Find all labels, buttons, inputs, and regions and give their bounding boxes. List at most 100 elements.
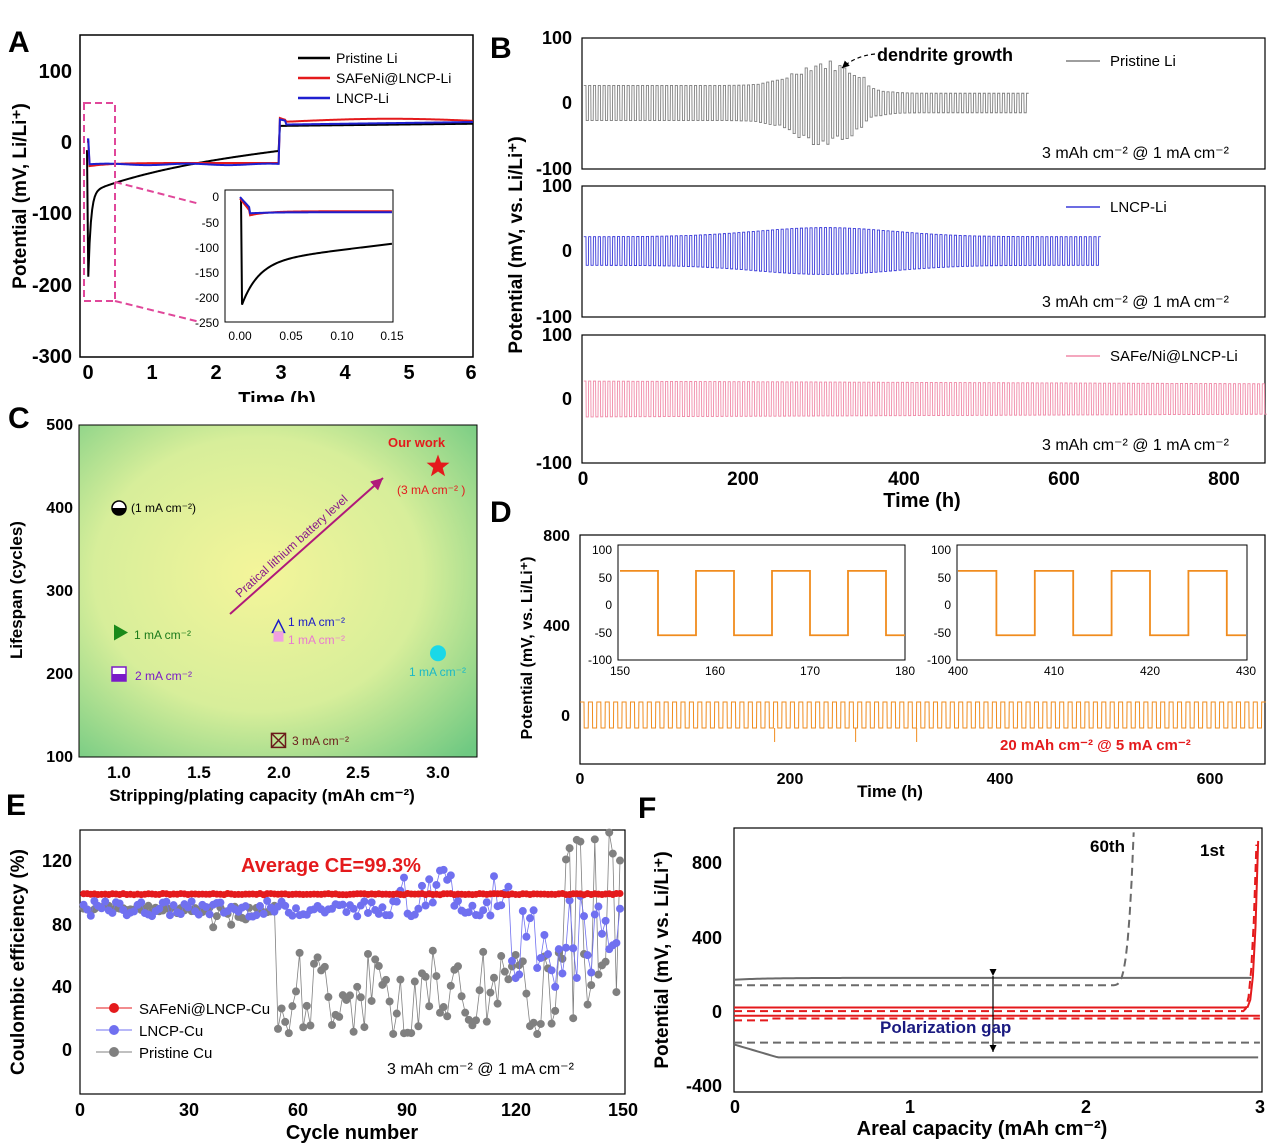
a-inset-ytick: -50 (202, 216, 220, 230)
lncp-cu-point (414, 904, 423, 913)
safeni-cu-point (616, 890, 624, 898)
a-xtick: 2 (210, 362, 221, 384)
pristine-cu-point (367, 996, 376, 1005)
panel-b-curves (583, 60, 1267, 418)
series-safe-ni-lncp-li (583, 380, 1267, 418)
pristine-cu-point (428, 946, 437, 955)
panel-c-yticks: 500 400 300 200 100 (46, 417, 73, 766)
panel-c-xticks: 1.0 1.5 2.0 2.5 3.0 (107, 763, 450, 782)
panel-f-frame (733, 827, 1263, 1093)
c-label: 1 mA cm⁻² (288, 633, 345, 647)
pristine-cu-point (227, 920, 236, 929)
pristine-cu-point (601, 957, 610, 966)
b-xtick: 200 (727, 469, 759, 490)
lncp-cu-point (367, 898, 376, 907)
a-xtick: 5 (403, 362, 414, 384)
b-ytick: 100 (542, 28, 572, 48)
lncp-cu-point (288, 911, 297, 920)
panel-b-frame-top (581, 37, 1266, 170)
lncp-cu-point (590, 910, 599, 919)
d-inset-curves (620, 570, 1246, 637)
panel-e-yticks: 120 80 40 0 (42, 851, 72, 1060)
e-xtick: 90 (397, 1100, 417, 1120)
point-pink-square (273, 631, 284, 642)
e-legend-marker (109, 1003, 119, 1013)
lncp-cu-point (400, 873, 408, 882)
d-inset-ytick: -50 (595, 626, 613, 640)
pristine-cu-point (436, 1008, 444, 1017)
panel-e-xlabel: Cycle number (286, 1122, 418, 1144)
d-xtick: 600 (1197, 771, 1224, 788)
pristine-cu-point (511, 950, 520, 959)
f-1st-charge (734, 840, 1260, 1009)
lncp-cu-point (547, 966, 556, 975)
lncp-cu-point (374, 909, 383, 918)
lncp-cu-point (583, 951, 592, 960)
f-label-60: 60th (1090, 837, 1125, 856)
pristine-cu-point (295, 948, 304, 957)
e-legend-text: LNCP-Cu (139, 1023, 203, 1040)
c-label: (1 mA cm⁻²) (131, 501, 196, 515)
point-half-circle-fill (112, 508, 126, 515)
c-point-labels: (1 mA cm⁻²) 1 mA cm⁻² 2 mA cm⁻² 1 mA cm⁻… (131, 483, 466, 748)
f-gap-label: Polarization gap (880, 1018, 1011, 1037)
d-inset1-series (620, 570, 905, 637)
legend-text: SAFeNi@LNCP-Li (336, 70, 451, 86)
panel-f-letter: F (638, 792, 656, 825)
b-xtick: 0 (578, 469, 589, 490)
lncp-cu-point (565, 896, 574, 905)
d-inset-ytick: -50 (934, 626, 952, 640)
d-inset1-frame (617, 544, 906, 661)
lncp-cu-point (428, 898, 437, 907)
pristine-cu-point (616, 856, 624, 865)
d-inset-xtick: 170 (800, 664, 820, 678)
inset-pristine-li (240, 197, 393, 305)
panel-e-frame (79, 829, 626, 1095)
pristine-cu-point (324, 993, 333, 1002)
a-xtick: 3 (275, 362, 286, 384)
pristine-cu-point (533, 1030, 542, 1039)
panel-a-inset-yticks: 0 -50 -100 -150 -200 -250 (195, 190, 219, 330)
lncp-cu-point (410, 910, 419, 919)
lncp-cu-point (97, 904, 106, 913)
pristine-cu-point (493, 999, 502, 1008)
a-ytick: -300 (32, 346, 72, 368)
panel-a-xticks: 0 1 2 3 4 5 6 (82, 362, 476, 384)
panel-d-letter: D (490, 496, 512, 529)
c-xtick: 3.0 (426, 763, 450, 782)
pristine-cu-point (144, 901, 153, 910)
lncp-cu-point (569, 944, 578, 953)
pristine-cu-point (446, 981, 455, 990)
pristine-cu-point (518, 957, 527, 966)
a-inset-ytick: -250 (195, 316, 219, 330)
a-inset-xtick: 0.10 (330, 329, 354, 343)
lncp-cu-point (292, 904, 300, 913)
a-inset-ytick: -150 (195, 266, 219, 280)
pristine-cu-point (486, 988, 495, 997)
lncp-cu-point (115, 899, 124, 908)
panel-f-xticks: 0 1 2 3 (730, 1097, 1265, 1117)
a-inset-ytick: -100 (195, 241, 219, 255)
c-label: 2 mA cm⁻² (135, 669, 192, 683)
series-pristine-li (583, 60, 1029, 146)
pristine-cu-point (594, 970, 603, 979)
lncp-cu-point (554, 945, 563, 954)
panel-e: E 120 80 40 0 0 30 60 90 120 150 Cycle n… (6, 789, 638, 1144)
panel-b-xticks: 0 200 400 600 800 (578, 469, 1240, 490)
d-inset2-frame (956, 544, 1248, 661)
lncp-cu-point (241, 902, 250, 911)
e-xtick: 120 (501, 1100, 531, 1120)
c-label: 1 mA cm⁻² (134, 628, 191, 642)
pristine-cu-point (328, 1021, 336, 1030)
lncp-cu-point (364, 908, 372, 917)
point-cyan-circle (430, 645, 446, 662)
lncp-cu-point (616, 904, 624, 913)
pristine-cu-point (335, 1012, 344, 1021)
lncp-cu-point (482, 898, 491, 907)
panel-e-xticks: 0 30 60 90 120 150 (75, 1100, 638, 1120)
lncp-cu-point (281, 901, 290, 910)
d-inset-xtick: 180 (895, 664, 915, 678)
pristine-cu-point (385, 997, 394, 1006)
point-star-our-work (426, 454, 450, 477)
